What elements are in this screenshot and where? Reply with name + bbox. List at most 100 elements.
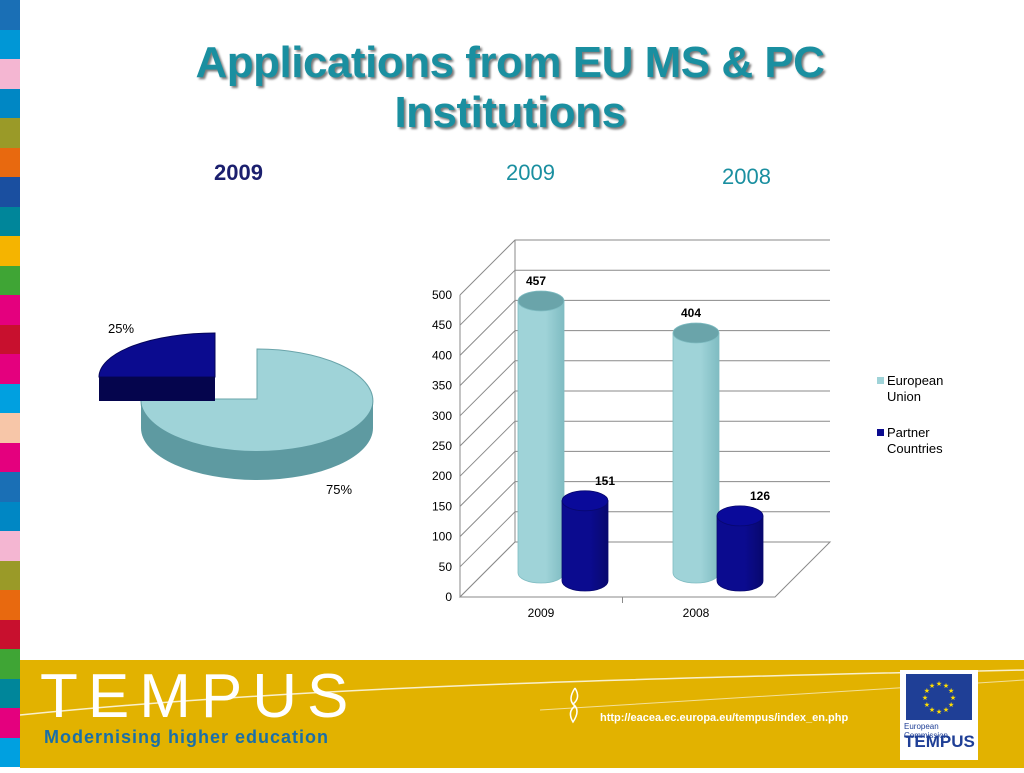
stripe-block bbox=[0, 442, 20, 472]
chart-floor bbox=[458, 541, 832, 598]
gridline bbox=[459, 239, 830, 296]
eu-star-icon: ★ bbox=[950, 694, 956, 702]
stripe-block bbox=[0, 649, 20, 679]
bar-marks: 457 151 404 126 bbox=[517, 274, 770, 592]
bar-partner-countries-2008 bbox=[716, 515, 764, 592]
tempus-tagline: Modernising higher education bbox=[44, 727, 330, 747]
stripe-block bbox=[0, 0, 20, 30]
legend-label: Union bbox=[887, 389, 921, 404]
ec-label: European Commission bbox=[904, 722, 949, 740]
european-commission-logo: ★ ★ ★ ★ ★ ★ ★ ★ ★ ★ ★ ★ European Commission TEMPUS bbox=[900, 670, 978, 760]
legend-label: European bbox=[887, 373, 943, 388]
footer-banner bbox=[19, 660, 1024, 768]
bar-top bbox=[672, 322, 720, 344]
stripe-block bbox=[0, 354, 20, 384]
gridline bbox=[459, 360, 830, 417]
eu-star-icon: ★ bbox=[936, 680, 942, 688]
y-tick-label: 200 bbox=[432, 469, 452, 483]
slide-title: Applications from EU MS & PC Institution… bbox=[120, 38, 900, 138]
eu-star-icon: ★ bbox=[924, 701, 930, 709]
gridline bbox=[459, 299, 830, 356]
bar-grid bbox=[458, 239, 832, 598]
eu-star-icon: ★ bbox=[924, 687, 930, 695]
title-line-2: Institutions bbox=[394, 88, 626, 137]
tempus-logo: TEMPUS bbox=[40, 662, 359, 731]
legend-swatch bbox=[877, 429, 884, 436]
stripe-block bbox=[0, 531, 20, 561]
ec-tempus-label: TEMPUS bbox=[904, 732, 975, 751]
bar-partner-countries-2009 bbox=[561, 500, 609, 592]
stripe-block bbox=[0, 383, 20, 413]
eu-flag-icon: ★ ★ ★ ★ ★ ★ ★ ★ ★ ★ ★ ★ bbox=[906, 674, 972, 720]
pie-slice-eu-side bbox=[141, 399, 373, 480]
stripe-block bbox=[0, 177, 20, 207]
eu-star-icon: ★ bbox=[936, 708, 942, 716]
bar-top bbox=[561, 490, 609, 512]
y-tick-label: 350 bbox=[432, 379, 452, 393]
y-tick-label: 150 bbox=[432, 499, 452, 513]
footer-url-link[interactable]: http://eacea.ec.europa.eu/tempus/index_e… bbox=[600, 712, 849, 724]
legend-swatch bbox=[877, 377, 884, 384]
y-tick-label: 100 bbox=[432, 530, 452, 544]
stripe-block bbox=[0, 472, 20, 502]
eu-star-icon: ★ bbox=[943, 682, 949, 690]
y-tick-label: 250 bbox=[432, 439, 452, 453]
gridline bbox=[459, 481, 830, 537]
stripe-block bbox=[0, 413, 20, 443]
pie-chart: 25% 75% bbox=[98, 321, 374, 497]
data-label: 151 bbox=[595, 474, 615, 488]
stripe-block bbox=[0, 265, 20, 295]
stripe-block bbox=[0, 59, 20, 89]
stripe-block bbox=[0, 619, 20, 649]
stripe-block bbox=[0, 737, 20, 767]
stripe-block bbox=[0, 295, 20, 325]
y-tick-label: 400 bbox=[432, 348, 452, 362]
bar-year-label-1: 2009 bbox=[506, 160, 555, 185]
eu-star-icon: ★ bbox=[929, 706, 935, 714]
gridline bbox=[459, 420, 830, 477]
data-label: 126 bbox=[750, 489, 770, 503]
pie-label-25: 25% bbox=[108, 321, 134, 336]
y-tick-label: 0 bbox=[445, 590, 452, 604]
bar-european-union-2008 bbox=[672, 332, 720, 584]
eu-star-icon: ★ bbox=[922, 694, 928, 702]
stripe-block bbox=[0, 590, 20, 620]
bar-year-label-2: 2008 bbox=[722, 164, 771, 189]
bar-axis: 0 50 100 150 200 250 300 350 400 450 500 2009 2008 bbox=[432, 288, 710, 620]
eu-star-icon: ★ bbox=[948, 701, 954, 709]
bar-top bbox=[517, 290, 565, 312]
pie-year-label: 2009 bbox=[214, 160, 263, 185]
pie-slice-partner-countries bbox=[98, 332, 216, 378]
stripe-block bbox=[0, 324, 20, 354]
stripe-block bbox=[0, 206, 20, 236]
stripe-block bbox=[0, 501, 20, 531]
bar-european-union-2009 bbox=[517, 300, 565, 584]
stripe-block bbox=[0, 236, 20, 266]
pie-slice-pc-side bbox=[99, 377, 215, 401]
y-tick-label: 500 bbox=[432, 288, 452, 302]
gridline bbox=[459, 450, 830, 507]
x-tick-label: 2009 bbox=[528, 606, 555, 620]
x-tick-label: 2008 bbox=[683, 606, 710, 620]
y-tick-label: 450 bbox=[432, 318, 452, 332]
stripe-block bbox=[0, 118, 20, 148]
stripe-block bbox=[0, 88, 20, 118]
pie-label-75: 75% bbox=[326, 482, 352, 497]
y-tick-label: 50 bbox=[439, 560, 453, 574]
bar-top bbox=[716, 505, 764, 527]
stripe-block bbox=[0, 29, 20, 59]
gridline bbox=[459, 390, 830, 447]
stripe-block bbox=[0, 147, 20, 177]
legend-label: Countries bbox=[887, 441, 943, 456]
eu-star-icon: ★ bbox=[929, 682, 935, 690]
data-label: 457 bbox=[526, 274, 546, 288]
stripe-block bbox=[0, 708, 20, 738]
gridline bbox=[459, 330, 830, 386]
bar-chart: 0 50 100 150 200 250 300 350 400 450 500 2009 2008 4… bbox=[432, 239, 943, 620]
legend-label: Partner bbox=[887, 425, 930, 440]
eu-star-icon: ★ bbox=[943, 706, 949, 714]
stripe-block bbox=[0, 678, 20, 708]
eu-star-icon: ★ bbox=[948, 687, 954, 695]
stripe-block bbox=[0, 560, 20, 590]
